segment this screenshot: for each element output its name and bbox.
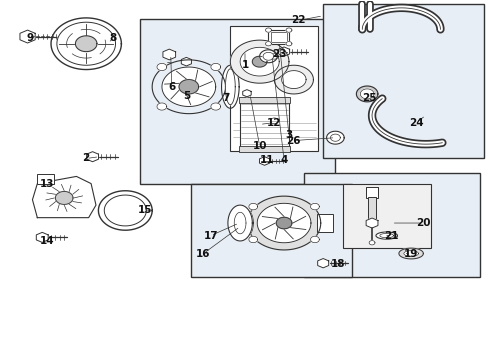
Text: 20: 20: [416, 218, 431, 228]
Bar: [271, 32, 287, 42]
Polygon shape: [57, 22, 116, 65]
Polygon shape: [311, 203, 319, 210]
Text: 2: 2: [83, 153, 90, 163]
Text: 22: 22: [292, 15, 306, 26]
Polygon shape: [279, 47, 290, 56]
Bar: [304, 173, 480, 277]
Polygon shape: [225, 69, 235, 105]
Text: 8: 8: [109, 33, 117, 43]
Bar: [323, 4, 485, 158]
Polygon shape: [104, 195, 147, 226]
Polygon shape: [311, 236, 319, 243]
Text: 9: 9: [26, 33, 34, 43]
Text: 18: 18: [331, 259, 345, 269]
Polygon shape: [260, 157, 270, 165]
Bar: [239, 97, 290, 103]
Polygon shape: [331, 134, 340, 141]
Polygon shape: [274, 65, 314, 94]
Polygon shape: [282, 71, 306, 89]
Polygon shape: [266, 41, 271, 46]
Polygon shape: [51, 18, 122, 69]
Bar: [343, 184, 431, 248]
Text: 25: 25: [362, 93, 377, 103]
Bar: [37, 174, 54, 184]
Text: 12: 12: [267, 118, 282, 128]
Text: 6: 6: [168, 82, 175, 92]
Bar: [140, 19, 335, 184]
Polygon shape: [211, 103, 220, 110]
Polygon shape: [318, 258, 329, 268]
Polygon shape: [263, 52, 274, 60]
Polygon shape: [242, 211, 253, 235]
Text: 3: 3: [285, 130, 293, 140]
Polygon shape: [162, 67, 216, 107]
Polygon shape: [152, 60, 225, 114]
Polygon shape: [55, 192, 73, 204]
Bar: [240, 98, 289, 151]
Polygon shape: [247, 196, 321, 250]
Polygon shape: [243, 90, 251, 97]
Text: 17: 17: [203, 231, 218, 240]
Text: 16: 16: [196, 248, 211, 258]
Polygon shape: [75, 36, 97, 51]
Polygon shape: [157, 103, 167, 110]
Bar: [269, 30, 289, 44]
Polygon shape: [234, 212, 246, 234]
Polygon shape: [36, 232, 48, 242]
Polygon shape: [380, 233, 393, 238]
Polygon shape: [369, 240, 375, 245]
Text: 24: 24: [409, 118, 423, 128]
Bar: [318, 214, 333, 232]
Polygon shape: [249, 203, 258, 210]
Polygon shape: [356, 86, 378, 102]
Polygon shape: [286, 41, 292, 46]
Text: 10: 10: [252, 141, 267, 151]
Bar: [239, 146, 290, 152]
Polygon shape: [266, 28, 271, 32]
Polygon shape: [257, 203, 311, 243]
Polygon shape: [211, 63, 220, 71]
Polygon shape: [181, 57, 192, 66]
Polygon shape: [404, 251, 418, 256]
Text: 7: 7: [222, 93, 229, 103]
Polygon shape: [221, 65, 239, 108]
Polygon shape: [249, 236, 258, 243]
Polygon shape: [87, 152, 98, 162]
Polygon shape: [260, 50, 277, 63]
Text: 13: 13: [40, 179, 54, 189]
Bar: [368, 197, 376, 220]
Polygon shape: [20, 30, 35, 43]
Text: 15: 15: [138, 206, 152, 216]
Polygon shape: [327, 131, 344, 144]
Polygon shape: [32, 176, 96, 218]
Bar: [366, 187, 378, 198]
Text: 23: 23: [272, 49, 287, 59]
Polygon shape: [376, 232, 397, 239]
Polygon shape: [270, 118, 278, 124]
Polygon shape: [179, 80, 198, 94]
Text: 19: 19: [404, 248, 418, 258]
Polygon shape: [399, 248, 423, 259]
Bar: [191, 184, 352, 277]
Polygon shape: [240, 47, 279, 76]
Text: 14: 14: [40, 236, 54, 246]
Polygon shape: [286, 28, 292, 32]
Text: 4: 4: [280, 155, 288, 165]
Polygon shape: [230, 40, 289, 83]
Polygon shape: [360, 89, 374, 99]
Text: 21: 21: [384, 231, 399, 240]
Polygon shape: [228, 205, 252, 241]
Polygon shape: [276, 217, 292, 229]
Polygon shape: [163, 49, 175, 60]
Polygon shape: [366, 218, 378, 228]
Text: 11: 11: [260, 155, 274, 165]
Text: 1: 1: [242, 60, 248, 70]
Polygon shape: [252, 56, 267, 67]
Text: 26: 26: [287, 136, 301, 145]
Polygon shape: [98, 191, 152, 230]
Bar: [230, 26, 318, 151]
Polygon shape: [270, 53, 278, 59]
Text: 5: 5: [183, 91, 190, 101]
Polygon shape: [157, 63, 167, 71]
